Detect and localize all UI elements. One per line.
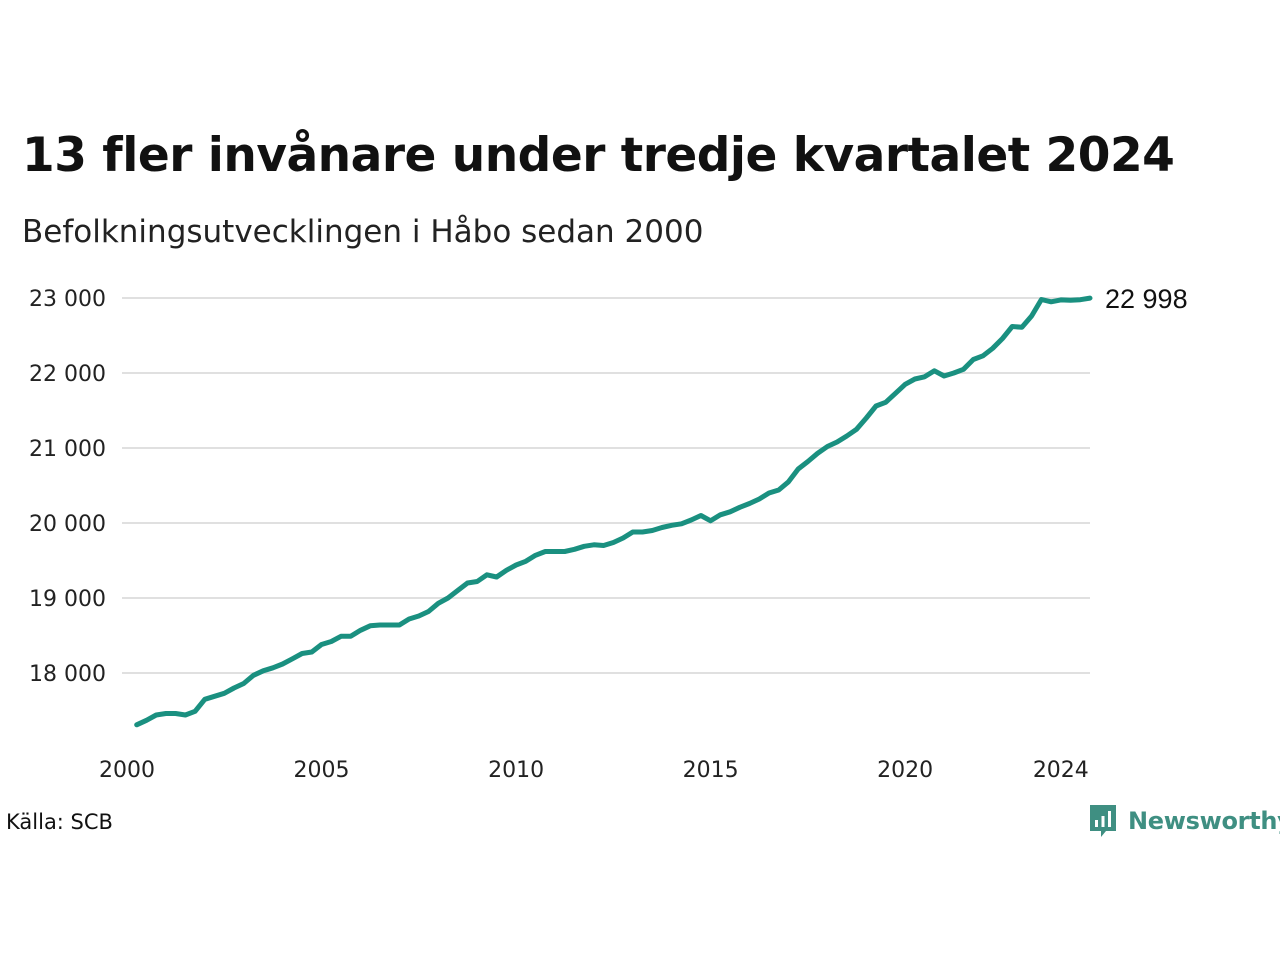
- x-tick-label: 2020: [877, 758, 933, 783]
- chart-subtitle: Befolkningsutvecklingen i Håbo sedan 200…: [22, 214, 704, 250]
- x-tick-label: 2024: [1033, 758, 1089, 783]
- brand-logo: Newsworthy: [1088, 803, 1280, 839]
- y-tick-label: 18 000: [29, 662, 106, 687]
- y-tick-label: 23 000: [29, 287, 106, 312]
- source-credit: Källa: SCB: [6, 810, 113, 834]
- x-tick-label: 2005: [294, 758, 350, 783]
- y-tick-label: 22 000: [29, 362, 106, 387]
- y-axis-ticks: 18 000 19 000 20 000 21 000 22 000 23 000: [29, 287, 106, 687]
- y-tick-label: 19 000: [29, 587, 106, 612]
- x-tick-label: 2015: [683, 758, 739, 783]
- brand-name: Newsworthy: [1128, 807, 1280, 835]
- end-value-label: 22 998: [1105, 284, 1188, 314]
- series-group: [134, 295, 1093, 728]
- y-tick-label: 20 000: [29, 512, 106, 537]
- x-axis-ticks: 2000 2005 2010 2015 2020 2024: [99, 758, 1089, 783]
- y-tick-label: 21 000: [29, 437, 106, 462]
- population-line: [134, 295, 1093, 728]
- newsworthy-chart-icon: [1090, 805, 1116, 837]
- x-tick-label: 2000: [99, 758, 155, 783]
- gridlines: [122, 297, 1090, 674]
- chart-title: 13 fler invånare under tredje kvartalet …: [22, 128, 1175, 183]
- x-tick-label: 2010: [488, 758, 544, 783]
